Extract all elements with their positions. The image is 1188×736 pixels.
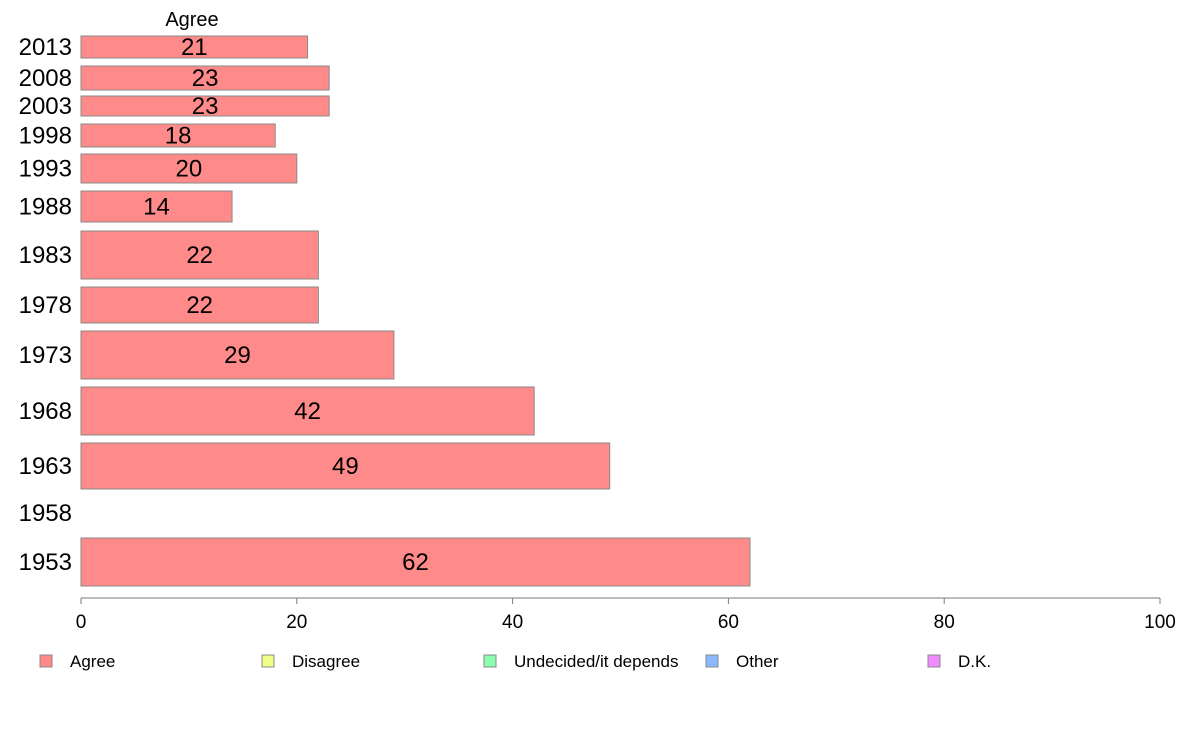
data-label: 62: [402, 549, 429, 576]
data-label: 42: [294, 398, 321, 425]
x-tick-label: 0: [76, 612, 87, 633]
category-label: 1968: [19, 398, 72, 425]
bar: [80, 123, 276, 148]
legend-swatch: [705, 654, 719, 668]
data-label: 29: [224, 342, 251, 369]
legend-swatch: [483, 654, 497, 668]
legend-label: Agree: [70, 652, 115, 671]
legend-label: Undecided/it depends: [514, 652, 678, 671]
column-header: Agree: [165, 9, 218, 31]
legend-swatch: [39, 654, 53, 668]
x-axis: 0 20 40 60 80 100: [76, 597, 1176, 633]
bars-group: 2013 21 2008 23 2003 23 1998 18 1993 20 1988 14 1983…: [19, 34, 751, 587]
bar: [80, 65, 330, 91]
data-label: 23: [192, 65, 219, 92]
legend-swatch: [927, 654, 941, 668]
data-label: 22: [186, 292, 213, 319]
bar: [80, 35, 309, 59]
data-label: 23: [192, 93, 219, 120]
category-label: 1963: [19, 453, 72, 480]
data-label: 49: [332, 453, 359, 480]
data-label: 21: [181, 34, 208, 61]
bar: [80, 537, 751, 587]
data-label: 18: [165, 123, 192, 150]
bar: [80, 190, 233, 223]
data-label: 22: [186, 242, 213, 269]
category-label: 1988: [19, 194, 72, 221]
x-tick-label: 40: [502, 612, 523, 633]
data-label: 20: [176, 156, 203, 183]
bar: [80, 153, 298, 184]
bar: [80, 442, 611, 490]
bar: [80, 230, 319, 280]
bar: [80, 386, 535, 436]
category-label: 1993: [19, 156, 72, 183]
category-label: 1983: [19, 242, 72, 269]
category-label: 1958: [19, 500, 72, 527]
legend: Agree Disagree Undecided/it depends Other D.…: [39, 652, 991, 671]
bar: [80, 95, 330, 117]
bar: [80, 286, 319, 324]
x-tick-label: 100: [1144, 612, 1176, 633]
category-label: 2003: [19, 93, 72, 120]
data-label: 14: [143, 194, 170, 221]
legend-label: Disagree: [292, 652, 360, 671]
x-tick-label: 60: [718, 612, 739, 633]
x-tick-label: 80: [934, 612, 955, 633]
bar: [80, 330, 395, 380]
category-label: 1978: [19, 292, 72, 319]
category-label: 2008: [19, 65, 72, 92]
category-label: 1973: [19, 342, 72, 369]
legend-label: Other: [736, 652, 779, 671]
legend-swatch: [261, 654, 275, 668]
category-label: 2013: [19, 34, 72, 61]
category-label: 1998: [19, 123, 72, 150]
legend-label: D.K.: [958, 652, 991, 671]
x-tick-label: 20: [286, 612, 307, 633]
category-label: 1953: [19, 549, 72, 576]
